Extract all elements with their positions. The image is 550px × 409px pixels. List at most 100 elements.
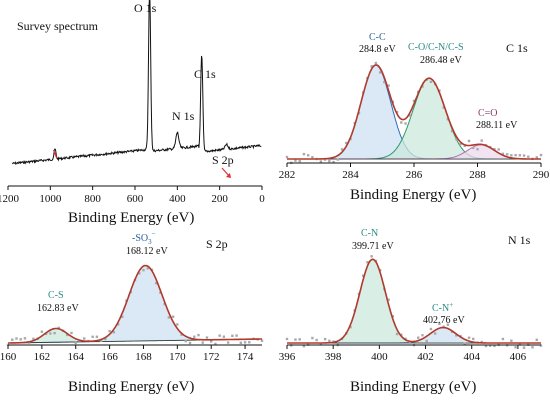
data-point	[112, 330, 116, 334]
data-point	[476, 148, 479, 151]
s2p-cs-energy: 162.83 eV	[37, 303, 79, 314]
data-point	[493, 147, 496, 151]
data-point	[311, 336, 314, 340]
data-point	[121, 315, 124, 318]
data-point	[302, 152, 306, 156]
data-point	[306, 154, 310, 157]
data-point	[425, 339, 428, 343]
x-tick-label: 400	[169, 193, 186, 205]
data-point	[429, 327, 433, 331]
x-tick-label: 286	[406, 169, 423, 181]
s2p-title: S 2p	[206, 237, 228, 251]
data-point	[472, 337, 475, 341]
data-point	[345, 141, 348, 145]
survey-peak-label-c1s: C 1s	[194, 67, 216, 81]
data-point	[472, 146, 475, 150]
survey-x-label: Binding Energy (eV)	[68, 210, 194, 226]
data-point	[527, 155, 530, 158]
data-point	[450, 129, 454, 133]
data-point	[438, 322, 441, 326]
data-point	[218, 334, 221, 337]
s2p-ticks: 160 162 164 166 168 170 172 174	[0, 345, 254, 363]
data-point	[184, 339, 187, 343]
data-point	[205, 336, 209, 339]
data-point	[104, 337, 107, 341]
data-point	[248, 341, 251, 344]
n1s-panel: 396 398 400 402 404 406 N 1s C-N 399.71 eV C-…	[279, 228, 543, 395]
component-fill	[8, 265, 262, 343]
survey-spectrum-line	[12, 0, 262, 166]
s2p-so3-sup: −	[152, 230, 156, 238]
data-point	[455, 137, 458, 141]
x-tick-label: 290	[533, 169, 550, 181]
data-point	[442, 106, 445, 109]
s2p-cs-label: C-S	[48, 290, 64, 301]
data-point	[463, 144, 466, 148]
component-fill	[8, 328, 262, 343]
data-point	[197, 333, 200, 337]
c1s-plot	[285, 61, 543, 165]
data-point	[116, 323, 120, 326]
data-point	[222, 335, 226, 338]
data-point	[459, 142, 462, 146]
n1s-cnplus-energy: 402.76 eV	[423, 315, 465, 326]
x-tick-label: 404	[463, 351, 480, 363]
survey-ticks: 1200 1000 800 600 400 200 0	[0, 186, 265, 205]
data-point	[404, 122, 407, 125]
survey-peak-label-s2p: S 2p	[212, 153, 234, 167]
data-point	[294, 159, 297, 162]
data-point	[484, 344, 488, 348]
data-point	[23, 337, 27, 340]
x-tick-label: 174	[237, 351, 254, 363]
data-point	[201, 341, 204, 344]
data-point	[514, 153, 517, 157]
data-point	[366, 261, 369, 264]
s2p-so3-label: -SO3−	[132, 230, 156, 246]
data-point	[374, 61, 378, 65]
data-point	[391, 315, 395, 318]
data-point	[226, 341, 230, 344]
data-point	[514, 346, 517, 349]
data-point	[510, 339, 513, 342]
data-point	[433, 332, 437, 335]
data-point	[146, 267, 149, 270]
data-point	[302, 344, 306, 348]
data-point	[188, 341, 192, 345]
x-tick-label: 400	[371, 351, 388, 363]
data-point	[383, 80, 386, 84]
data-point	[518, 343, 522, 346]
data-point	[518, 154, 522, 157]
data-point	[319, 342, 323, 346]
data-point	[19, 338, 22, 341]
data-point	[91, 335, 94, 338]
data-point	[239, 341, 243, 344]
s2p-x-label: Binding Energy (eV)	[68, 379, 194, 395]
s2p-so3-sub: 3	[148, 238, 152, 246]
x-tick-label: 162	[34, 351, 51, 363]
data-point	[210, 340, 213, 343]
data-point	[408, 341, 411, 345]
survey-peak-label-n1s: N 1s	[172, 109, 195, 123]
data-point	[99, 339, 103, 343]
data-point	[463, 342, 466, 345]
data-point	[260, 339, 264, 342]
data-point	[70, 331, 73, 335]
data-point	[154, 282, 158, 285]
s2p-plot	[6, 264, 264, 347]
data-point	[231, 334, 234, 338]
data-point	[387, 298, 390, 301]
data-point	[535, 156, 538, 159]
data-point	[66, 333, 69, 337]
x-tick-label: 282	[279, 169, 296, 181]
data-point	[235, 334, 238, 337]
data-point	[400, 333, 403, 336]
x-tick-label: 600	[127, 193, 144, 205]
component-fill	[287, 78, 541, 159]
data-point	[340, 148, 344, 151]
data-point	[171, 315, 175, 318]
data-point	[467, 139, 471, 143]
s2p-arrow-head	[226, 173, 231, 178]
data-point	[298, 159, 301, 163]
envelope-curve	[287, 64, 541, 160]
x-tick-label: 800	[84, 193, 101, 205]
